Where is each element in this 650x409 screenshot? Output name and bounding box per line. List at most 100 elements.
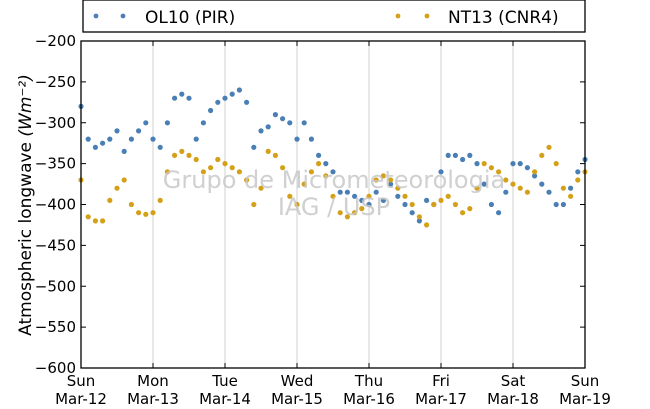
ol10-point [186, 95, 192, 101]
nt13-point [121, 177, 127, 183]
nt13-point [107, 197, 113, 203]
nt13-point [488, 165, 494, 171]
nt13-point [409, 201, 415, 208]
legend-frame [82, 0, 586, 33]
ol10-point [208, 107, 214, 114]
x-tick-label-day: Sat [501, 372, 526, 390]
legend-marker-ol10 [120, 13, 126, 19]
nt13-point [323, 173, 329, 179]
x-tick-label-date: Mar-16 [343, 390, 395, 408]
legend: OL10 (PIR) NT13 (CNR4) [82, 0, 586, 33]
ol10-point [416, 218, 422, 224]
ol10-point [272, 112, 278, 118]
ol10-point [258, 128, 264, 134]
ol10-point [92, 144, 98, 150]
ol10-point [532, 173, 538, 179]
ol10-point [424, 197, 430, 203]
nt13-point [136, 210, 142, 216]
ol10-point [294, 136, 300, 142]
ol10-point [546, 189, 552, 195]
ol10-point [481, 181, 487, 187]
ol10-point [316, 152, 322, 158]
nt13-point [532, 169, 538, 175]
nt13-point [373, 177, 379, 183]
ol10-point [244, 99, 250, 105]
ol10-point [128, 136, 134, 142]
ol10-point [121, 148, 127, 154]
nt13-point [330, 193, 336, 199]
x-tick-label-date: Mar-18 [487, 390, 539, 408]
ol10-point [251, 144, 257, 150]
ol10-point [193, 136, 199, 142]
nt13-point [344, 214, 350, 220]
x-tick-label-day: Sun [571, 372, 600, 390]
ol10-point [373, 189, 379, 195]
ol10-point [150, 136, 156, 142]
nt13-point [510, 181, 516, 187]
nt13-point [287, 193, 293, 199]
ol10-point [280, 116, 286, 122]
y-tick-label: −350 [35, 155, 76, 173]
ol10-point [157, 144, 163, 150]
ol10-point [164, 120, 170, 126]
nt13-point [157, 197, 163, 203]
legend-marker-ol10 [93, 13, 99, 19]
nt13-point [316, 161, 322, 167]
y-tick-label: −300 [35, 114, 76, 132]
ol10-point [366, 201, 372, 208]
ol10-point [222, 95, 228, 101]
ol10-point [337, 189, 343, 195]
ol10-point [488, 201, 494, 208]
nt13-point [85, 214, 91, 220]
x-tick-label-day: Tue [211, 372, 238, 390]
x-tick-label-date: Mar-15 [271, 390, 323, 408]
nt13-point [265, 148, 271, 154]
ol10-point [100, 140, 106, 146]
y-tick-label: −600 [35, 359, 76, 377]
nt13-point [244, 177, 250, 183]
nt13-point [359, 206, 365, 212]
nt13-point [496, 169, 502, 175]
ol10-point [496, 210, 502, 216]
x-tick-label-date: Mar-14 [199, 390, 251, 408]
nt13-point [575, 177, 581, 183]
plot-area [81, 41, 585, 368]
nt13-point [258, 185, 264, 191]
nt13-point [366, 193, 372, 199]
nt13-point [352, 210, 358, 216]
nt13-point [424, 222, 430, 228]
legend-label-ol10: OL10 (PIR) [145, 8, 235, 28]
x-tick-label-day: Mon [137, 372, 169, 390]
ol10-point [388, 181, 394, 187]
ol10-point [344, 189, 350, 195]
nt13-point [445, 193, 451, 199]
nt13-point [560, 185, 567, 191]
nt13-point [467, 206, 473, 212]
nt13-point [380, 173, 386, 179]
nt13-point [172, 152, 178, 158]
nt13-point [416, 214, 422, 220]
watermark-line-2: IAG / USP [278, 193, 390, 221]
nt13-point [474, 185, 480, 191]
x-tick-label-date: Mar-12 [55, 390, 107, 408]
x-tick-label-day: Wed [281, 372, 314, 390]
ol10-point [308, 136, 314, 142]
ol10-point [301, 120, 307, 126]
nt13-point [236, 169, 242, 175]
ol10-point [265, 124, 271, 130]
nt13-point [215, 156, 221, 163]
ol10-point [510, 161, 516, 167]
legend-label-nt13: NT13 (CNR4) [448, 8, 559, 28]
ol10-point [114, 128, 120, 134]
nt13-point [388, 177, 394, 183]
x-tick-label-day: Sun [67, 372, 96, 390]
ol10-point [143, 120, 149, 126]
ol10-point [402, 201, 408, 208]
nt13-point [193, 156, 199, 163]
y-tick-label: −450 [35, 236, 76, 254]
ol10-point [380, 197, 386, 203]
nt13-point [402, 193, 408, 199]
ol10-point [352, 193, 358, 199]
nt13-point [164, 169, 170, 175]
axes: SunMar-12MonMar-13TueMar-14WedMar-15ThuM… [35, 32, 611, 408]
